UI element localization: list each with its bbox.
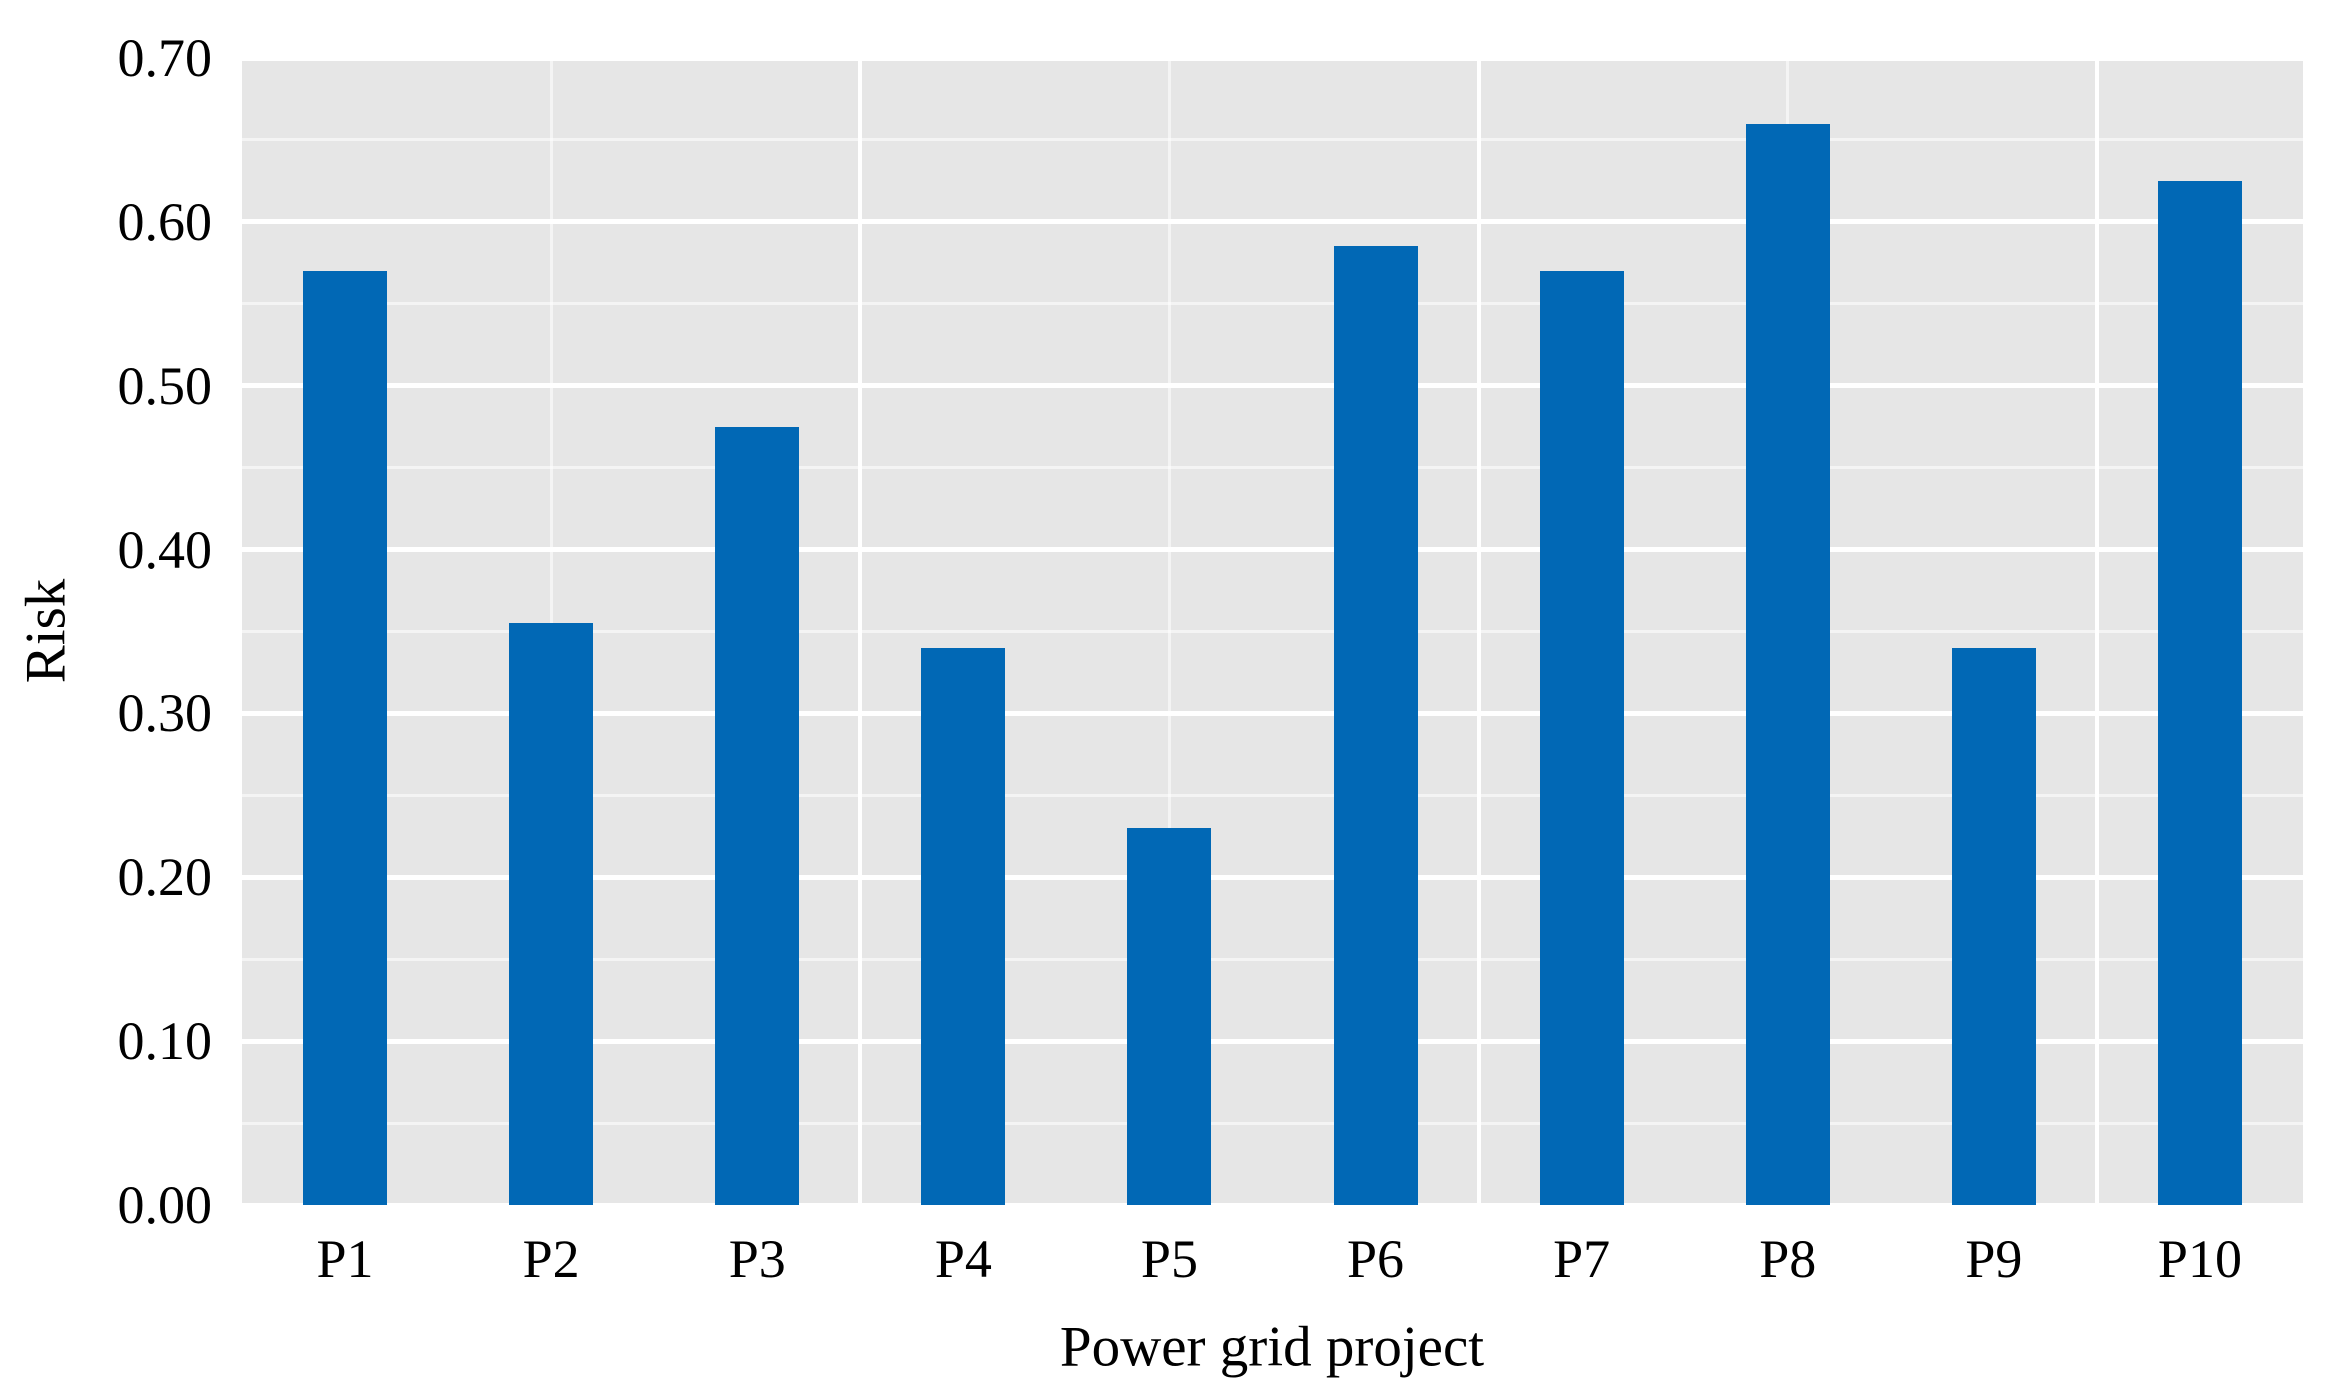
xtick-P6: P6 [1347,1229,1405,1289]
bar-P10 [2157,180,2242,1205]
ytick-0.60: 0.60 [117,191,213,252]
x-axis-tick-labels: P1 P2 P3 P4 P5 P6 P7 P8 P9 P10 [242,1232,2303,1304]
xtick-P4: P4 [934,1229,992,1289]
y-minor-gridline-0.65 [242,138,2303,142]
ytick-0.30: 0.30 [117,683,213,744]
y-minor-gridline-0.55 [242,302,2303,306]
y-major-gridline-0.60 [242,219,2303,225]
y-major-gridline-0.50 [242,383,2303,389]
x-major-gridline-0.6 [1476,58,1481,1205]
ytick-0.20: 0.20 [117,847,213,908]
ytick-0.00: 0.00 [117,1175,213,1235]
xtick-P9: P9 [1965,1229,2023,1289]
bar-P2 [509,623,594,1205]
bar-P4 [921,647,1006,1205]
bar-P8 [1745,123,1830,1205]
ytick-0.10: 0.10 [117,1011,213,1072]
y-axis-title: Risk [14,578,78,684]
xtick-P7: P7 [1553,1229,1611,1289]
ytick-0.50: 0.50 [117,355,213,416]
bar-P7 [1539,271,1624,1205]
y-major-gridline-0.70 [242,58,2303,61]
bar-P3 [715,426,800,1205]
xtick-P5: P5 [1140,1229,1198,1289]
xtick-P1: P1 [316,1229,374,1289]
y-major-gridline-0.40 [242,547,2303,553]
y-axis-tick-labels: 0.00 0.10 0.20 0.30 0.40 0.50 0.60 0.70 [0,31,213,1232]
x-major-gridline-0.9 [2094,58,2099,1205]
bar-P5 [1127,828,1212,1205]
x-axis-title: Power grid project [1059,1315,1485,1379]
ytick-0.70: 0.70 [117,28,213,88]
x-major-gridline-0.3 [858,58,863,1205]
y-minor-gridline-0.45 [242,466,2303,470]
bar-P1 [303,271,388,1205]
xtick-P3: P3 [728,1229,786,1289]
xtick-P8: P8 [1759,1229,1817,1289]
bar-P9 [1951,647,2036,1205]
ytick-0.40: 0.40 [117,519,213,580]
xtick-P10: P10 [2157,1229,2242,1289]
bar-P6 [1333,246,1418,1205]
xtick-P2: P2 [522,1229,580,1289]
plot-area [242,58,2303,1205]
